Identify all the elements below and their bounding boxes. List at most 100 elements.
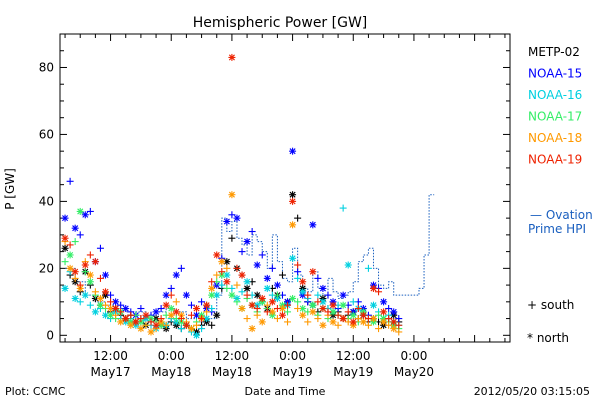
noaa-18-point — [334, 321, 342, 329]
noaa-18-point — [248, 325, 256, 333]
noaa-16-point — [91, 308, 99, 316]
noaa-19-point — [309, 268, 317, 276]
noaa-19-point — [395, 321, 403, 329]
noaa-19-point — [182, 321, 190, 329]
x-tick-time-label: 12:00 — [336, 349, 371, 363]
noaa-18-point — [304, 318, 312, 326]
noaa-18-point — [162, 321, 170, 329]
legend-north: * north — [527, 331, 569, 345]
noaa-18-point — [369, 315, 377, 323]
noaa-16-point — [364, 264, 372, 272]
noaa-18-point — [238, 305, 246, 313]
noaa-19-point — [238, 271, 246, 279]
noaa-19-point — [71, 268, 79, 276]
noaa-18-point — [299, 311, 307, 319]
noaa-19-point — [299, 278, 307, 286]
noaa-18-point — [294, 305, 302, 313]
noaa-16-point — [193, 331, 201, 339]
noaa-18-point — [380, 318, 388, 326]
noaa-15-point — [86, 207, 94, 215]
noaa-19-point — [132, 318, 140, 326]
noaa-15-point — [96, 244, 104, 252]
noaa-19-point — [334, 311, 342, 319]
noaa-19-point — [223, 278, 231, 286]
legend-noaa-18: NOAA-18 — [528, 131, 582, 145]
noaa-19-point — [167, 291, 175, 299]
noaa-19-point — [187, 311, 195, 319]
noaa-19-point — [359, 311, 367, 319]
noaa-15-point — [395, 315, 403, 323]
noaa-18-point — [91, 288, 99, 296]
noaa-18-point — [117, 318, 125, 326]
y-tick-label: 60 — [39, 127, 54, 141]
noaa-19-point — [107, 298, 115, 306]
noaa-15-point — [309, 221, 317, 229]
noaa-15-point — [162, 291, 170, 299]
legend-noaa-15: NOAA-15 — [528, 67, 582, 81]
metp-02-point — [289, 191, 297, 199]
noaa-19-point — [142, 311, 150, 319]
noaa-19-point — [364, 315, 372, 323]
noaa-15-point — [258, 251, 266, 259]
noaa-17-point — [273, 291, 281, 299]
noaa-17-point — [294, 298, 302, 306]
noaa-16-point — [86, 301, 94, 309]
noaa-18-point — [127, 321, 135, 329]
noaa-18-point — [228, 191, 236, 199]
noaa-18-point — [147, 328, 155, 336]
noaa-15-point — [248, 228, 256, 236]
noaa-15-point — [102, 271, 110, 279]
noaa-16-point — [81, 291, 89, 299]
noaa-19-point — [369, 284, 377, 292]
noaa-19-point — [157, 315, 165, 323]
noaa-18-point — [289, 221, 297, 229]
noaa-17-point — [208, 291, 216, 299]
noaa-17-point — [329, 308, 337, 316]
noaa-15-point — [157, 305, 165, 313]
noaa-19-point — [102, 288, 110, 296]
noaa-19-point — [198, 315, 206, 323]
noaa-19-point — [248, 301, 256, 309]
ovation-label-line1: — Ovation — [530, 208, 593, 222]
metp-02-point — [61, 244, 69, 252]
noaa-19-point — [289, 197, 297, 205]
noaa-15-point — [380, 298, 388, 306]
noaa-18-point — [203, 308, 211, 316]
noaa-16-point — [177, 325, 185, 333]
metp-02-point — [208, 321, 216, 329]
noaa-16-point — [243, 278, 251, 286]
noaa-19-point — [137, 315, 145, 323]
noaa-19-point — [243, 291, 251, 299]
noaa-18-point — [142, 321, 150, 329]
noaa-15-point — [112, 298, 120, 306]
noaa-16-point — [76, 298, 84, 306]
noaa-18-point — [354, 315, 362, 323]
noaa-16-point — [314, 291, 322, 299]
noaa-16-point — [61, 284, 69, 292]
noaa-19-point — [284, 301, 292, 309]
noaa-16-point — [339, 204, 347, 212]
x-tick-date-label: May17 — [91, 365, 131, 379]
noaa-19-point — [278, 311, 286, 319]
noaa-19-point — [233, 264, 241, 272]
legend: METP-02 NOAA-15 NOAA-16 NOAA-17 NOAA-18 NOAA-… — [528, 45, 582, 167]
noaa-18-point — [218, 258, 226, 266]
noaa-16-point — [349, 298, 357, 306]
noaa-15-point — [187, 301, 195, 309]
y-tick-label: 0 — [46, 328, 54, 342]
noaa-18-point — [385, 321, 393, 329]
noaa-18-point — [263, 301, 271, 309]
noaa-15-point — [117, 301, 125, 309]
noaa-19-point — [390, 318, 398, 326]
noaa-17-point — [66, 251, 74, 259]
noaa-15-point — [76, 231, 84, 239]
noaa-19-point — [152, 321, 160, 329]
x-axis-label: Date and Time — [245, 385, 326, 398]
noaa-15-point — [66, 177, 74, 185]
footer-timestamp: 2012/05/20 03:15:05 — [474, 385, 590, 398]
noaa-19-point — [91, 258, 99, 266]
noaa-18-point — [213, 271, 221, 279]
noaa-15-point — [182, 291, 190, 299]
plot-frame — [59, 33, 511, 343]
noaa-18-point — [137, 325, 145, 333]
